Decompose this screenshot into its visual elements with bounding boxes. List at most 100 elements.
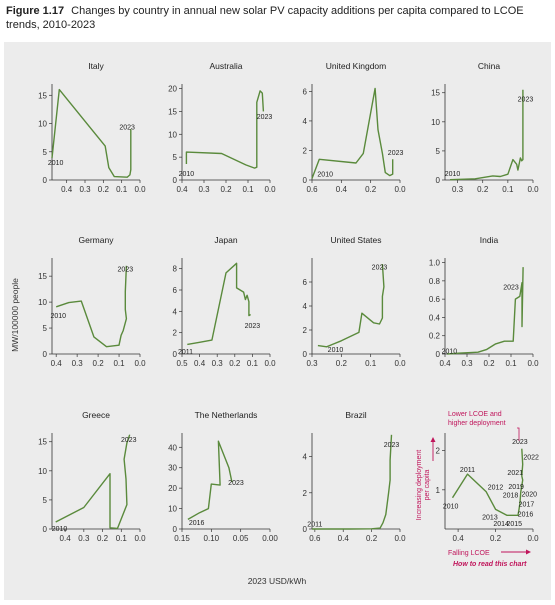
year-label: 2011 bbox=[460, 467, 475, 474]
y-tick-label: 10 bbox=[38, 467, 47, 476]
y-tick-label: 6 bbox=[173, 286, 178, 295]
y-tick-label: 5 bbox=[173, 153, 178, 162]
x-tick-label: 0.2 bbox=[490, 534, 502, 543]
y-tick-label: 10 bbox=[38, 120, 47, 129]
x-tick-label: 0.0 bbox=[134, 534, 146, 543]
x-tick-label: 0.0 bbox=[394, 534, 406, 543]
annotation-x-arrow-head bbox=[526, 549, 531, 555]
x-tick-label: 0.4 bbox=[194, 359, 206, 368]
y-tick-label: 4 bbox=[173, 307, 178, 316]
y-tick-label: 2 bbox=[436, 447, 441, 456]
year-label: 2013 bbox=[482, 514, 498, 521]
annotation-x-text: Falling LCOE bbox=[448, 550, 490, 557]
x-tick-label: 0.4 bbox=[176, 185, 188, 194]
series-line bbox=[317, 263, 385, 348]
x-tick-label: 0.0 bbox=[527, 534, 539, 543]
year-label: 2021 bbox=[507, 470, 523, 477]
x-tick-label: 0.2 bbox=[97, 534, 109, 543]
x-tick-label: 0.3 bbox=[79, 185, 91, 194]
y-tick-label: 0 bbox=[436, 350, 441, 359]
y-tick-label: 15 bbox=[38, 438, 47, 447]
x-tick-label: 0.0 bbox=[264, 185, 276, 194]
annotation-top-line2: higher deployment bbox=[448, 420, 506, 427]
y-tick-label: 4 bbox=[303, 453, 308, 462]
y-tick-label: 0.2 bbox=[429, 332, 441, 341]
year-label: 2018 bbox=[503, 493, 519, 500]
y-tick-label: 1.0 bbox=[429, 259, 441, 268]
x-tick-label: 0.1 bbox=[113, 359, 125, 368]
y-tick-label: 0 bbox=[173, 350, 178, 359]
year-label: 2010 bbox=[328, 347, 344, 354]
x-tick-label: 0.4 bbox=[61, 185, 73, 194]
panel-title: Australia bbox=[209, 61, 242, 71]
y-tick-label: 0.8 bbox=[429, 277, 441, 286]
series-line bbox=[187, 262, 251, 346]
how-to-read-link: How to read this chart bbox=[453, 561, 527, 568]
year-label: 2023 bbox=[503, 284, 519, 291]
year-label: 2010 bbox=[443, 503, 459, 510]
year-label: 2010 bbox=[445, 171, 461, 178]
x-tick-label: 0.3 bbox=[78, 534, 90, 543]
panel-italy: Italy 0 5 10 15 0.4 0.3 0.2 0.1 0.0 2010 2023 bbox=[38, 61, 146, 194]
y-tick-label: 15 bbox=[38, 272, 47, 281]
y-tick-label: 0 bbox=[43, 525, 48, 534]
series-line bbox=[451, 448, 524, 516]
y-tick-label: 4 bbox=[303, 302, 308, 311]
x-tick-label: 0.0 bbox=[134, 359, 146, 368]
y-tick-label: 0.4 bbox=[429, 313, 441, 322]
series-line bbox=[55, 265, 128, 348]
y-tick-label: 10 bbox=[431, 118, 440, 127]
y-tick-label: 1 bbox=[436, 486, 441, 495]
x-tick-label: 0.2 bbox=[366, 534, 378, 543]
year-label: 2023 bbox=[518, 97, 534, 104]
y-tick-label: 0 bbox=[303, 176, 308, 185]
y-tick-label: 10 bbox=[168, 130, 177, 139]
y-tick-label: 0.6 bbox=[429, 295, 441, 304]
x-tick-label: 0.4 bbox=[60, 534, 72, 543]
x-tick-label: 0.2 bbox=[93, 359, 105, 368]
annotation-y-line2: per capita bbox=[424, 470, 431, 501]
year-label: 2016 bbox=[189, 520, 205, 527]
panel-title: United States bbox=[330, 235, 381, 245]
x-tick-label: 0.1 bbox=[247, 359, 259, 368]
figure-label: Figure 1.17 bbox=[6, 5, 65, 17]
y-tick-label: 2 bbox=[173, 329, 178, 338]
series-line bbox=[55, 434, 131, 530]
series-line bbox=[311, 87, 394, 179]
y-tick-label: 6 bbox=[303, 87, 308, 96]
y-tick-label: 5 bbox=[43, 496, 48, 505]
figure-header: Figure 1.17 Changes by country in annual… bbox=[6, 4, 551, 32]
panel-title: India bbox=[480, 235, 499, 245]
y-tick-label: 0 bbox=[303, 525, 308, 534]
year-label: 2019 bbox=[508, 484, 524, 491]
x-tick-label: 0.3 bbox=[306, 359, 318, 368]
x-tick-label: 0.3 bbox=[212, 359, 224, 368]
series-line bbox=[447, 267, 524, 355]
x-tick-label: 0.5 bbox=[176, 359, 188, 368]
panel-germany: Germany 0 5 10 15 0.4 0.3 0.2 0.1 0.0 2010 2023 bbox=[38, 235, 146, 368]
x-tick-label: 0.0 bbox=[527, 185, 539, 194]
y-tick-label: 0 bbox=[173, 525, 178, 534]
series-line bbox=[187, 440, 233, 521]
x-tick-label: 0.3 bbox=[72, 359, 84, 368]
y-tick-label: 2 bbox=[303, 489, 308, 498]
x-tick-label: 0.6 bbox=[306, 185, 318, 194]
panel-china: China 0 5 10 15 0.3 0.2 0.1 0.0 2010 2023 bbox=[431, 61, 539, 194]
year-label: 2020 bbox=[521, 492, 537, 499]
y-tick-label: 8 bbox=[173, 265, 178, 274]
y-tick-label: 0 bbox=[436, 176, 441, 185]
annotation-connector bbox=[517, 427, 520, 441]
year-label: 2016 bbox=[518, 511, 534, 518]
y-tick-label: 0 bbox=[303, 350, 308, 359]
x-tick-label: 0.6 bbox=[309, 534, 321, 543]
x-tick-label: 0.1 bbox=[116, 534, 128, 543]
panel-title: United Kingdom bbox=[326, 61, 386, 71]
year-label: 2023 bbox=[245, 323, 261, 330]
x-tick-label: 0.4 bbox=[439, 359, 451, 368]
y-tick-label: 20 bbox=[168, 484, 177, 493]
panel-greece: Greece 0 5 10 15 0.4 0.3 0.2 0.1 0.0 2010 2023 bbox=[38, 410, 146, 543]
panel-title: China bbox=[478, 61, 500, 71]
y-tick-label: 2 bbox=[303, 326, 308, 335]
